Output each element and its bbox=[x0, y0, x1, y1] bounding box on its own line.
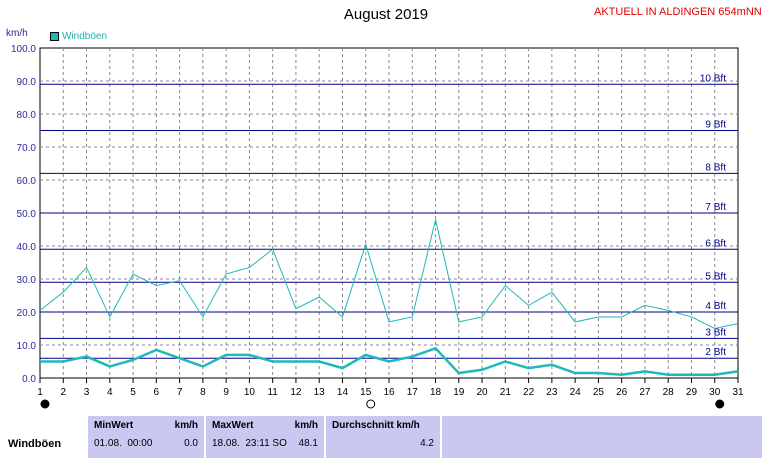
min-cell: MinWert km/h 01.08. 00:00 0.0 bbox=[88, 416, 204, 458]
y-tick-label: 90.0 bbox=[17, 77, 37, 88]
max-cell: MaxWert km/h 18.08. 23:11 SO 48.1 bbox=[206, 416, 324, 458]
avg-value: 4.2 bbox=[420, 438, 434, 449]
y-tick-label: 40.0 bbox=[17, 242, 37, 253]
max-value: 48.1 bbox=[298, 438, 318, 449]
beaufort-label: 6 Bft bbox=[705, 238, 726, 249]
stats-row-label: Windböen bbox=[8, 438, 62, 450]
avg-header: Durchschnitt km/h bbox=[332, 420, 420, 431]
x-tick-label: 3 bbox=[84, 387, 90, 398]
y-tick-label: 30.0 bbox=[17, 275, 37, 286]
x-tick-label: 15 bbox=[360, 387, 372, 398]
x-tick-label: 22 bbox=[523, 387, 535, 398]
y-tick-label: 20.0 bbox=[17, 308, 37, 319]
legend-swatch bbox=[50, 32, 59, 41]
beaufort-label: 5 Bft bbox=[705, 271, 726, 282]
y-tick-label: 0.0 bbox=[22, 374, 36, 385]
y-tick-label: 70.0 bbox=[17, 143, 37, 154]
x-tick-label: 26 bbox=[616, 387, 628, 398]
x-tick-label: 27 bbox=[639, 387, 651, 398]
max-date: 18.08. 23:11 SO bbox=[212, 438, 287, 449]
x-tick-label: 9 bbox=[223, 387, 229, 398]
wind-series-line bbox=[40, 346, 739, 376]
min-value: 0.0 bbox=[184, 438, 198, 449]
max-header: MaxWert bbox=[212, 420, 254, 431]
beaufort-label: 2 Bft bbox=[705, 347, 726, 358]
beaufort-label: 8 Bft bbox=[705, 162, 726, 173]
moon-phase-icon bbox=[366, 399, 376, 409]
min-date: 01.08. 00:00 bbox=[94, 438, 153, 449]
y-unit-label: km/h bbox=[6, 28, 28, 39]
y-tick-label: 50.0 bbox=[17, 209, 37, 220]
beaufort-label: 7 Bft bbox=[705, 202, 726, 213]
beaufort-label: 9 Bft bbox=[705, 120, 726, 131]
x-tick-label: 29 bbox=[686, 387, 698, 398]
stats-filler bbox=[442, 416, 762, 458]
beaufort-label: 4 Bft bbox=[705, 301, 726, 312]
y-tick-label: 10.0 bbox=[17, 341, 37, 352]
max-unit: km/h bbox=[294, 420, 318, 431]
x-tick-label: 1 bbox=[37, 387, 43, 398]
min-unit: km/h bbox=[174, 420, 198, 431]
x-tick-label: 8 bbox=[200, 387, 206, 398]
moon-phase-icon bbox=[40, 399, 50, 409]
x-tick-label: 20 bbox=[477, 387, 489, 398]
x-tick-label: 18 bbox=[430, 387, 442, 398]
x-tick-label: 10 bbox=[244, 387, 256, 398]
x-tick-label: 28 bbox=[663, 387, 675, 398]
x-tick-label: 21 bbox=[500, 387, 512, 398]
gust-series-line bbox=[39, 219, 739, 330]
moon-phase-icon bbox=[715, 399, 725, 409]
y-tick-label: 60.0 bbox=[17, 176, 37, 187]
y-tick-label: 80.0 bbox=[17, 110, 37, 121]
y-tick-label: 100.0 bbox=[11, 44, 36, 55]
x-tick-label: 25 bbox=[593, 387, 605, 398]
avg-cell: Durchschnitt km/h 4.2 bbox=[326, 416, 440, 458]
wind-chart: 0.0 10.0 20.0 30.0 40.0 50.0 60.0 70.0 80.0 90.0 1… bbox=[11, 44, 744, 409]
beaufort-label: 10 Bft bbox=[700, 73, 726, 84]
chart-title: August 2019 bbox=[343, 6, 429, 23]
x-tick-label: 19 bbox=[453, 387, 465, 398]
x-tick-label: 24 bbox=[570, 387, 582, 398]
x-tick-label: 4 bbox=[107, 387, 113, 398]
x-tick-label: 13 bbox=[314, 387, 326, 398]
x-tick-label: 14 bbox=[337, 387, 349, 398]
x-tick-label: 5 bbox=[130, 387, 136, 398]
x-tick-label: 23 bbox=[546, 387, 558, 398]
min-header: MinWert bbox=[94, 420, 134, 431]
x-tick-label: 30 bbox=[709, 387, 721, 398]
legend: Windböen bbox=[50, 31, 107, 42]
x-tick-label: 31 bbox=[732, 387, 744, 398]
legend-label: Windböen bbox=[62, 31, 108, 42]
x-tick-label: 12 bbox=[290, 387, 302, 398]
x-tick-label: 16 bbox=[383, 387, 395, 398]
x-tick-label: 2 bbox=[60, 387, 66, 398]
station-label: AKTUELL IN ALDINGEN 654mNN bbox=[594, 6, 762, 18]
x-tick-label: 17 bbox=[407, 387, 419, 398]
x-tick-label: 6 bbox=[154, 387, 160, 398]
beaufort-label: 3 Bft bbox=[705, 327, 726, 338]
x-tick-label: 7 bbox=[177, 387, 183, 398]
x-tick-label: 11 bbox=[267, 387, 278, 398]
